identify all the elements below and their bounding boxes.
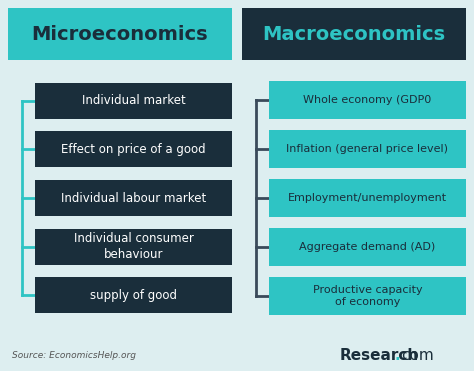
FancyBboxPatch shape (269, 130, 466, 168)
Text: Inflation (general price level): Inflation (general price level) (286, 144, 448, 154)
FancyBboxPatch shape (242, 8, 466, 60)
FancyBboxPatch shape (8, 8, 232, 60)
FancyBboxPatch shape (35, 278, 232, 313)
Text: supply of good: supply of good (90, 289, 177, 302)
Text: Microeconomics: Microeconomics (32, 24, 208, 43)
Text: Research: Research (340, 348, 419, 362)
FancyBboxPatch shape (269, 81, 466, 119)
Text: Whole economy (GDP0: Whole economy (GDP0 (303, 95, 432, 105)
Text: Aggregate demand (AD): Aggregate demand (AD) (300, 242, 436, 252)
FancyBboxPatch shape (35, 229, 232, 265)
Text: Macroeconomics: Macroeconomics (263, 24, 446, 43)
FancyBboxPatch shape (269, 277, 466, 315)
FancyBboxPatch shape (269, 179, 466, 217)
Text: .: . (395, 348, 401, 362)
Text: Effect on price of a good: Effect on price of a good (61, 143, 206, 156)
FancyBboxPatch shape (35, 83, 232, 119)
FancyBboxPatch shape (35, 131, 232, 167)
Text: Source: EconomicsHelp.org: Source: EconomicsHelp.org (12, 351, 136, 359)
Text: Individual market: Individual market (82, 94, 185, 107)
FancyBboxPatch shape (269, 228, 466, 266)
Text: Individual labour market: Individual labour market (61, 191, 206, 204)
Text: Productive capacity
of economy: Productive capacity of economy (313, 285, 422, 307)
Text: Employment/unemployment: Employment/unemployment (288, 193, 447, 203)
FancyBboxPatch shape (35, 180, 232, 216)
Text: com: com (401, 348, 434, 362)
FancyBboxPatch shape (8, 8, 232, 363)
Text: Individual consumer
behaviour: Individual consumer behaviour (73, 232, 193, 261)
